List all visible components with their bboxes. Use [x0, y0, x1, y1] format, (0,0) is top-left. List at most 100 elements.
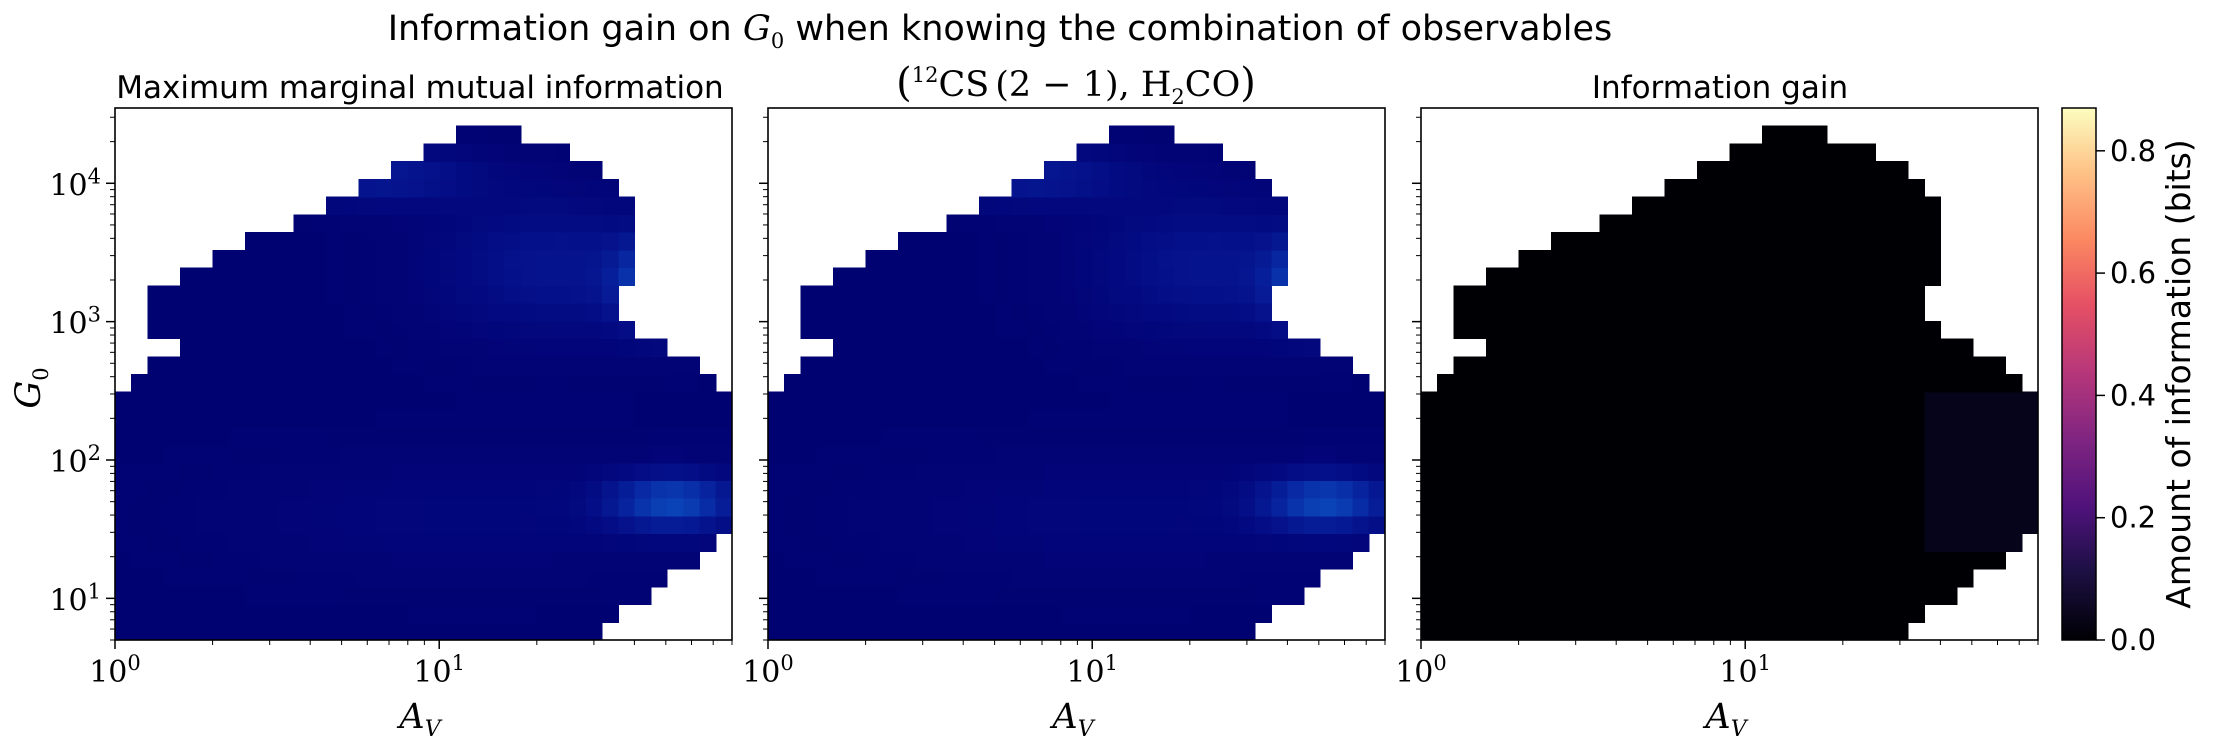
- heatmap-cell: [1843, 444, 1860, 464]
- heatmap-cell: [634, 462, 652, 481]
- heatmap-cell: [816, 498, 834, 517]
- heatmap-cell: [1011, 533, 1029, 552]
- heatmap-cell: [277, 480, 295, 499]
- heatmap-cell: [1843, 214, 1860, 233]
- heatmap-cell: [1173, 267, 1191, 286]
- heatmap-cell: [228, 498, 246, 517]
- heatmap-cell: [1745, 196, 1763, 215]
- heatmap-cell: [1745, 551, 1763, 570]
- heatmap-cell: [1173, 409, 1191, 428]
- heatmap-cell: [1518, 427, 1536, 446]
- heatmap-cell: [1615, 533, 1633, 552]
- heatmap-cell: [1303, 338, 1321, 357]
- heatmap-cell: [293, 586, 311, 606]
- heatmap-cell: [1060, 267, 1078, 286]
- heatmap-cell: [244, 285, 262, 304]
- heatmap-cell: [1437, 409, 1455, 428]
- heatmap-cell: [1368, 391, 1386, 411]
- heatmap-cell: [914, 622, 931, 641]
- heatmap-cell: [569, 232, 587, 251]
- heatmap-cell: [1794, 161, 1812, 180]
- heatmap-cell: [1238, 480, 1256, 499]
- heatmap-cell: [1599, 427, 1617, 446]
- heatmap-cell: [115, 569, 132, 588]
- heatmap-cell: [2005, 391, 2023, 411]
- heatmap-cell: [277, 232, 295, 251]
- heatmap-cell: [1534, 267, 1552, 286]
- heatmap-cell: [1157, 427, 1175, 446]
- heatmap-cell: [1027, 391, 1045, 411]
- heatmap-cell: [979, 196, 996, 215]
- heatmap-cell: [439, 498, 457, 517]
- heatmap-cell: [439, 444, 457, 464]
- heatmap-cell: [667, 444, 684, 464]
- heatmap-cell: [1632, 498, 1649, 517]
- heatmap-cell: [2005, 409, 2023, 428]
- heatmap-cell: [1583, 249, 1601, 269]
- heatmap-cell: [979, 214, 996, 233]
- heatmap-cell: [1924, 232, 1942, 251]
- heatmap-cell: [488, 161, 506, 180]
- heatmap-cell: [962, 356, 980, 375]
- heatmap-cell: [1810, 498, 1828, 517]
- heatmap-cell: [1826, 569, 1844, 588]
- heatmap-cell: [472, 249, 490, 269]
- heatmap-cell: [1583, 498, 1601, 517]
- heatmap-cell: [1567, 427, 1584, 446]
- heatmap-cell: [1550, 338, 1568, 357]
- heatmap-cell: [865, 569, 883, 588]
- heatmap-cell: [1125, 409, 1143, 428]
- heatmap-cell: [946, 515, 964, 535]
- heatmap-cell: [979, 320, 996, 340]
- heatmap-cell: [342, 622, 360, 641]
- heatmap-cell: [326, 303, 343, 322]
- heatmap-cell: [423, 604, 441, 623]
- heatmap-cell: [455, 178, 473, 198]
- heatmap-cell: [179, 338, 197, 357]
- heatmap-cell: [914, 391, 931, 411]
- heatmap-cell: [504, 374, 522, 393]
- heatmap-cell: [602, 498, 619, 517]
- heatmap-cell: [228, 551, 246, 570]
- heatmap-cell: [800, 285, 818, 304]
- heatmap-cell: [1011, 586, 1029, 606]
- heatmap-cell: [1336, 551, 1354, 570]
- heatmap-cell: [1027, 444, 1045, 464]
- heatmap-cell: [374, 214, 392, 233]
- heatmap-cell: [1092, 356, 1110, 375]
- heatmap-cell: [1336, 444, 1354, 464]
- heatmap-cell: [1940, 586, 1958, 606]
- heatmap-cell: [800, 586, 818, 606]
- heatmap-cell: [784, 498, 802, 517]
- heatmap-cell: [1632, 551, 1649, 570]
- svg-text:Amount of information (bits): Amount of information (bits): [2159, 139, 2198, 608]
- heatmap-cell: [1680, 178, 1698, 198]
- heatmap-cell: [1368, 409, 1386, 428]
- heatmap-cell: [1680, 498, 1698, 517]
- heatmap-cell: [147, 374, 165, 393]
- heatmap-cell: [1222, 214, 1240, 233]
- heatmap-cell: [1485, 551, 1503, 570]
- heatmap-cell: [930, 267, 948, 286]
- heatmap-cell: [914, 569, 931, 588]
- heatmap-cell: [439, 427, 457, 446]
- heatmap-cell: [1222, 480, 1240, 499]
- heatmap-cell: [1485, 391, 1503, 411]
- heatmap-cell: [634, 533, 652, 552]
- heatmap-cell: [800, 533, 818, 552]
- heatmap-cell: [1664, 533, 1682, 552]
- heatmap-cell: [228, 533, 246, 552]
- heatmap-cell: [1238, 569, 1256, 588]
- heatmap-cell: [1157, 214, 1175, 233]
- heatmap-cell: [163, 444, 181, 464]
- heatmap-cell: [962, 267, 980, 286]
- heatmap-cell: [115, 462, 132, 481]
- heatmap-cell: [358, 338, 376, 357]
- heatmap-cell: [930, 232, 948, 251]
- heatmap-cell: [439, 551, 457, 570]
- heatmap-cell: [1567, 374, 1584, 393]
- heatmap-cell: [1713, 515, 1731, 535]
- heatmap-cell: [602, 374, 619, 393]
- heatmap-cell: [1287, 533, 1305, 552]
- heatmap-cell: [1729, 374, 1747, 393]
